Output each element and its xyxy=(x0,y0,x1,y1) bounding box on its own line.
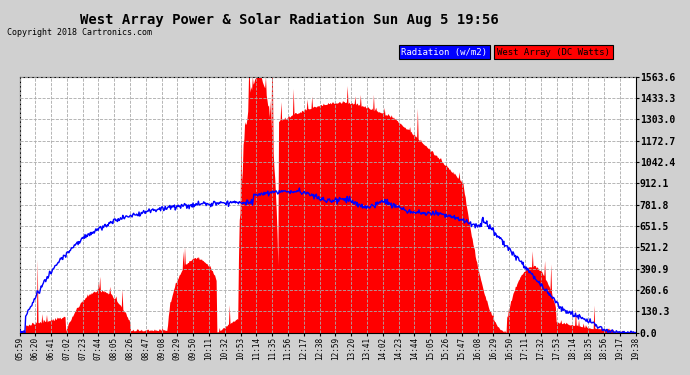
Text: West Array Power & Solar Radiation Sun Aug 5 19:56: West Array Power & Solar Radiation Sun A… xyxy=(81,13,499,27)
Text: Radiation (w/m2): Radiation (w/m2) xyxy=(402,48,487,57)
Text: Copyright 2018 Cartronics.com: Copyright 2018 Cartronics.com xyxy=(7,28,152,37)
Text: West Array (DC Watts): West Array (DC Watts) xyxy=(497,48,610,57)
